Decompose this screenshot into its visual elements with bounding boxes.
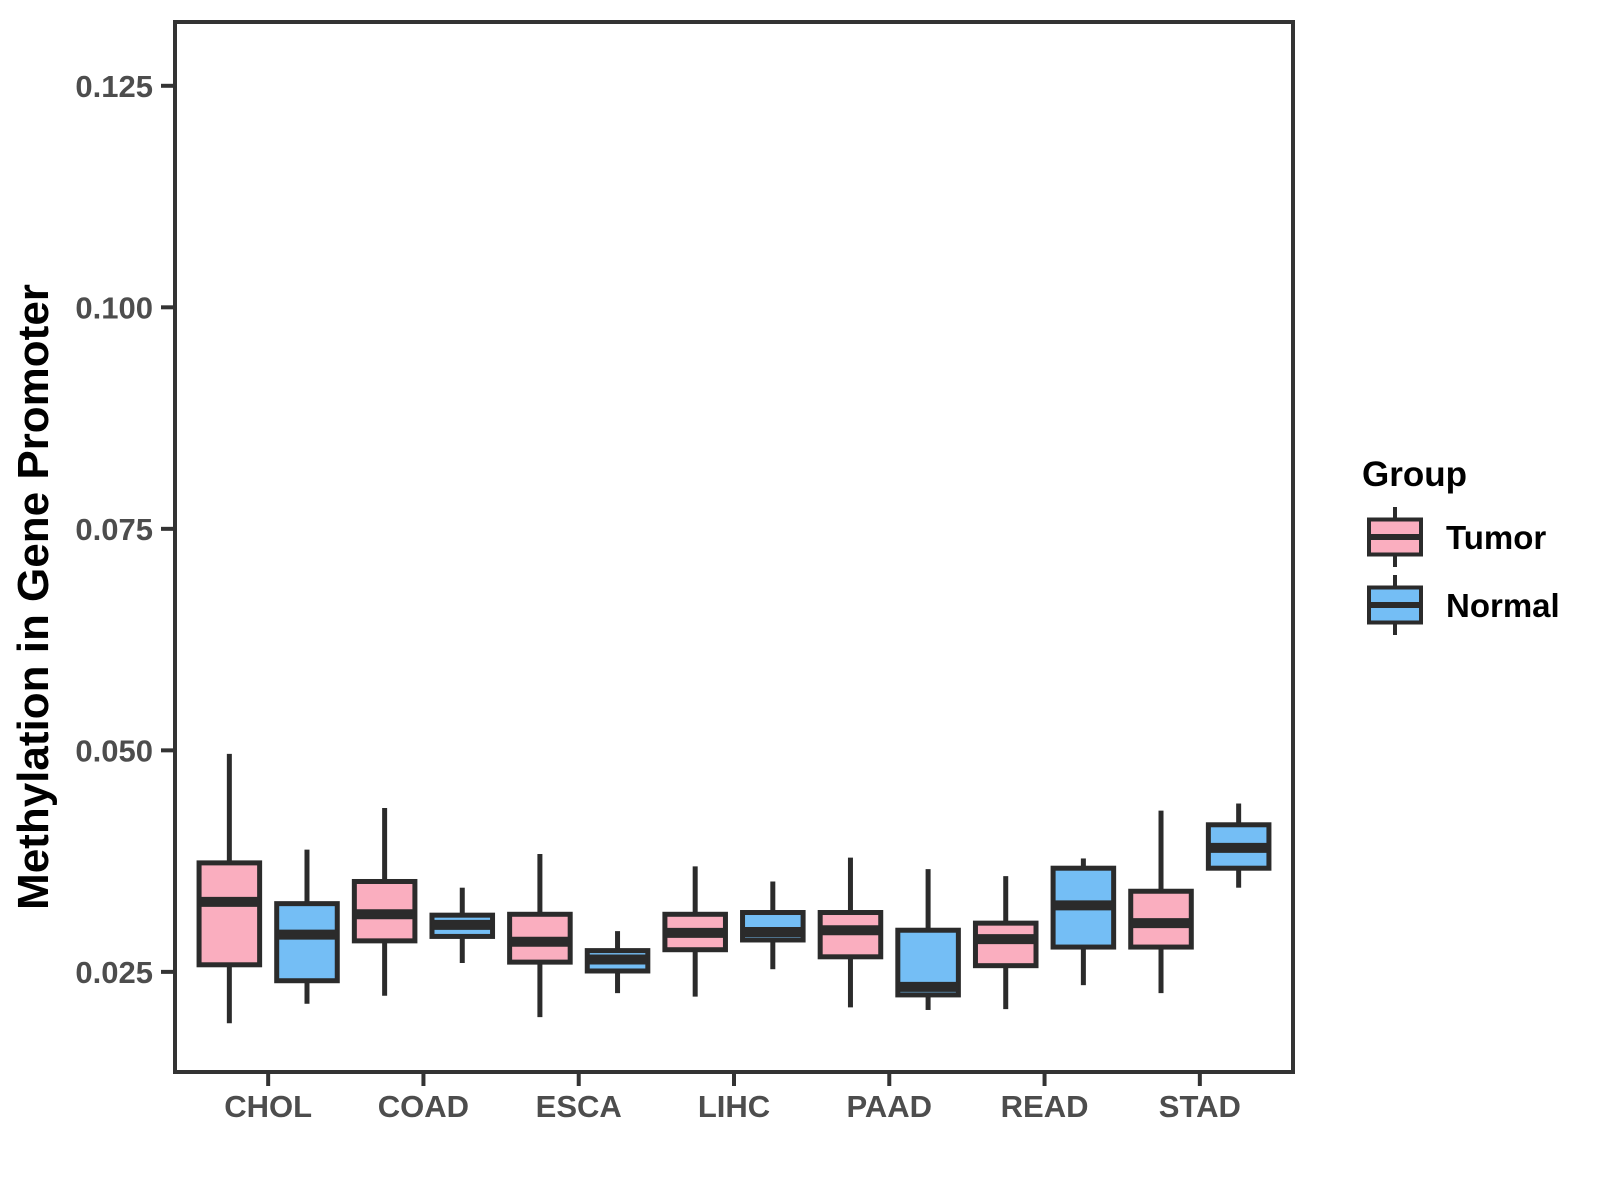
boxplot-tumor-coad	[351, 807, 418, 996]
boxplot-normal-coad	[429, 887, 496, 964]
x-tick-label: LIHC	[698, 1089, 770, 1124]
y-tick-label: 0.050	[75, 733, 153, 768]
boxplot-normal-lihc	[740, 881, 806, 970]
boxplot-tumor-esca	[507, 854, 573, 1018]
boxplot-normal-esca	[584, 931, 651, 994]
boxplot-tumor-stad	[1128, 810, 1194, 994]
boxplot-series	[196, 753, 1272, 1024]
boxplot-tumor-chol	[196, 753, 263, 1024]
boxplot-normal-chol	[274, 849, 340, 1004]
legend-key-tumor	[1367, 507, 1423, 567]
legend-keys	[1367, 507, 1423, 635]
iqr-box	[196, 860, 263, 968]
boxplot-tumor-paad	[817, 857, 884, 1008]
axes: 0.025 0.050 0.075 0.100 0.125 CHOL COAD ESCA LIH…	[75, 69, 1240, 1124]
legend-key-normal	[1367, 575, 1423, 635]
y-tick-label: 0.100	[75, 290, 153, 325]
x-tick-label: READ	[1001, 1089, 1089, 1124]
plot-panel	[173, 20, 1295, 1074]
legend-label-tumor: Tumor	[1446, 519, 1546, 556]
panel-border	[173, 20, 1295, 1074]
boxplot-normal-read	[1050, 858, 1117, 986]
boxplot-normal-stad	[1205, 803, 1272, 888]
legend: Group Tumor Normal	[1362, 455, 1560, 635]
x-tick-label: ESCA	[536, 1089, 622, 1124]
x-tick-label: COAD	[378, 1089, 469, 1124]
legend-title: Group	[1362, 455, 1467, 494]
y-tick-label: 0.025	[75, 955, 153, 990]
iqr-box	[972, 920, 1039, 969]
y-tick-label: 0.075	[75, 512, 153, 547]
boxplot-tumor-read	[972, 876, 1039, 1010]
iqr-box	[274, 901, 340, 984]
boxplot-normal-paad	[895, 869, 961, 1010]
y-axis-title: Methylation in Gene Promoter	[9, 284, 58, 910]
x-tick-label: PAAD	[847, 1089, 933, 1124]
boxplot-tumor-lihc	[662, 866, 728, 997]
x-tick-label: CHOL	[224, 1089, 312, 1124]
x-tick-label: STAD	[1159, 1089, 1241, 1124]
y-tick-label: 0.125	[75, 69, 153, 104]
legend-label-normal: Normal	[1446, 587, 1560, 624]
